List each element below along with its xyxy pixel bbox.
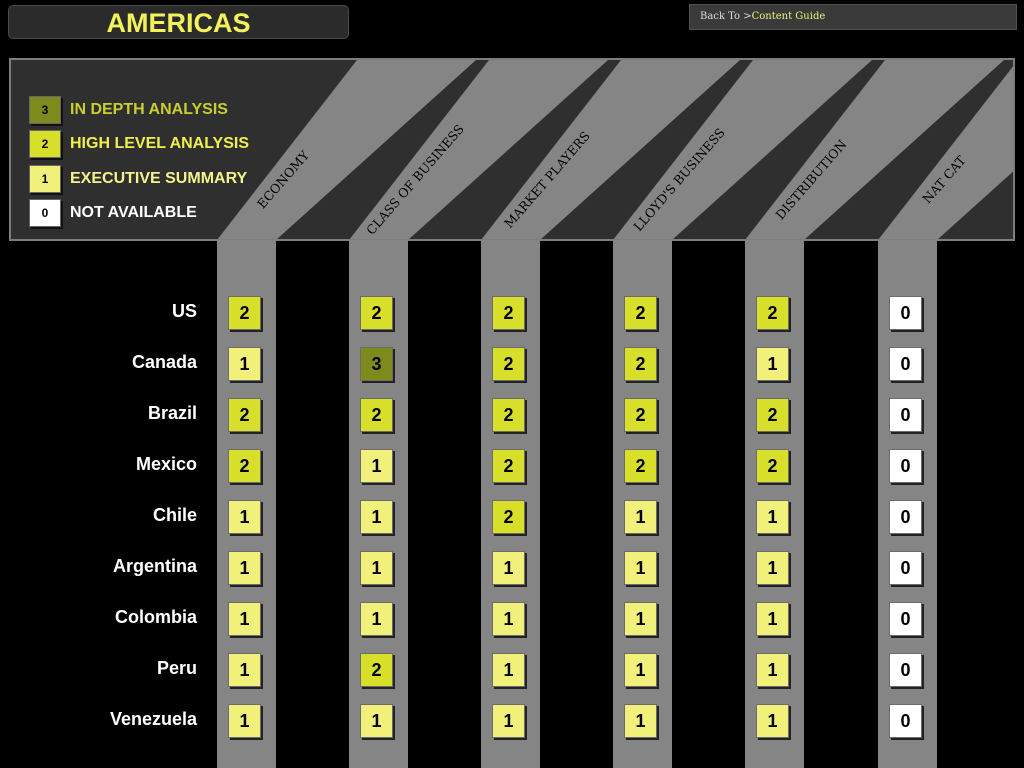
rating-cell[interactable]: 2 bbox=[228, 449, 261, 483]
rating-cell[interactable]: 0 bbox=[889, 398, 922, 432]
rating-cell[interactable]: 2 bbox=[360, 653, 393, 687]
rating-cell[interactable]: 1 bbox=[492, 653, 525, 687]
legend-level-box: 3 bbox=[29, 96, 61, 124]
legend-level-box: 2 bbox=[29, 130, 61, 158]
rating-cell[interactable]: 2 bbox=[360, 296, 393, 330]
legend-label: NOT AVAILABLE bbox=[70, 204, 197, 221]
rating-cell[interactable]: 1 bbox=[492, 704, 525, 738]
rating-cell[interactable]: 1 bbox=[756, 602, 789, 636]
column-diagonal-band bbox=[878, 66, 1013, 239]
country-label: Mexico bbox=[135, 454, 197, 474]
rating-cell[interactable]: 0 bbox=[889, 449, 922, 483]
rating-cell[interactable]: 1 bbox=[756, 653, 789, 687]
legend-level-box: 1 bbox=[29, 165, 61, 193]
legend-label: HIGH LEVEL ANALYSIS bbox=[70, 135, 249, 152]
rating-cell[interactable]: 0 bbox=[889, 551, 922, 585]
rating-cell[interactable]: 1 bbox=[624, 602, 657, 636]
column-diagonal-band bbox=[745, 60, 1004, 239]
country-label: Peru bbox=[156, 658, 197, 678]
back-to-content-guide-link[interactable]: Back To >Content Guide bbox=[689, 4, 1017, 30]
rating-cell[interactable]: 2 bbox=[228, 296, 261, 330]
rating-cell[interactable]: 1 bbox=[756, 347, 789, 381]
page-title: AMERICAS bbox=[106, 8, 251, 38]
rating-cell[interactable]: 2 bbox=[756, 296, 789, 330]
legend-panel: 3 IN DEPTH ANALYSIS 2 HIGH LEVEL ANALYSIS 1 E… bbox=[9, 58, 1015, 241]
rating-cell[interactable]: 1 bbox=[624, 500, 657, 534]
rating-cell[interactable]: 3 bbox=[360, 347, 393, 381]
rating-cell[interactable]: 2 bbox=[756, 449, 789, 483]
country-label: Chile bbox=[152, 505, 197, 525]
page-title-box: AMERICAS bbox=[8, 5, 349, 39]
rating-cell[interactable]: 2 bbox=[624, 296, 657, 330]
content-guide-link-text: Content Guide bbox=[751, 11, 826, 22]
rating-cell[interactable]: 1 bbox=[228, 551, 261, 585]
rating-cell[interactable]: 1 bbox=[228, 500, 261, 534]
legend-label: EXECUTIVE SUMMARY bbox=[70, 170, 248, 187]
rating-cell[interactable]: 2 bbox=[492, 398, 525, 432]
rating-cell[interactable]: 1 bbox=[624, 704, 657, 738]
country-label: Colombia bbox=[114, 607, 197, 627]
country-label: Venezuela bbox=[109, 709, 197, 729]
rating-cell[interactable]: 1 bbox=[624, 551, 657, 585]
rating-cell[interactable]: 0 bbox=[889, 296, 922, 330]
rating-cell[interactable]: 1 bbox=[228, 602, 261, 636]
rating-cell[interactable]: 1 bbox=[228, 653, 261, 687]
rating-cell[interactable]: 1 bbox=[756, 551, 789, 585]
column-diagonal-band bbox=[613, 60, 872, 239]
rating-cell[interactable]: 1 bbox=[756, 500, 789, 534]
country-label: US bbox=[171, 301, 197, 321]
rating-cell[interactable]: 2 bbox=[756, 398, 789, 432]
legend-label: IN DEPTH ANALYSIS bbox=[70, 101, 228, 118]
rating-cell[interactable]: 0 bbox=[889, 653, 922, 687]
rating-cell[interactable]: 0 bbox=[889, 347, 922, 381]
legend-level-box: 0 bbox=[29, 199, 61, 227]
rating-cell[interactable]: 1 bbox=[492, 602, 525, 636]
rating-cell[interactable]: 2 bbox=[492, 347, 525, 381]
rating-cell[interactable]: 2 bbox=[624, 398, 657, 432]
column-diagonal-band bbox=[349, 60, 608, 239]
rating-cell[interactable]: 1 bbox=[360, 551, 393, 585]
diagonal-stripes bbox=[217, 60, 1013, 239]
rating-cell[interactable]: 1 bbox=[360, 500, 393, 534]
rating-cell[interactable]: 1 bbox=[360, 704, 393, 738]
rating-cell[interactable]: 0 bbox=[889, 602, 922, 636]
rating-cell[interactable]: 2 bbox=[492, 449, 525, 483]
rating-cell[interactable]: 2 bbox=[492, 500, 525, 534]
rating-cell[interactable]: 2 bbox=[624, 347, 657, 381]
rating-cell[interactable]: 0 bbox=[889, 704, 922, 738]
column-diagonal-band bbox=[217, 60, 476, 239]
rating-cell[interactable]: 1 bbox=[228, 704, 261, 738]
column-diagonal-band bbox=[481, 60, 740, 239]
rating-cell[interactable]: 1 bbox=[360, 602, 393, 636]
country-label: Brazil bbox=[147, 403, 197, 423]
rating-cell[interactable]: 2 bbox=[228, 398, 261, 432]
back-prefix: Back To > bbox=[700, 11, 752, 22]
country-label: Canada bbox=[131, 352, 197, 372]
rating-cell[interactable]: 1 bbox=[624, 653, 657, 687]
rating-cell[interactable]: 2 bbox=[360, 398, 393, 432]
rating-cell[interactable]: 1 bbox=[492, 551, 525, 585]
rating-cell[interactable]: 1 bbox=[360, 449, 393, 483]
rating-cell[interactable]: 1 bbox=[228, 347, 261, 381]
rating-cell[interactable]: 2 bbox=[624, 449, 657, 483]
country-label: Argentina bbox=[112, 556, 197, 576]
rating-cell[interactable]: 2 bbox=[492, 296, 525, 330]
rating-cell[interactable]: 0 bbox=[889, 500, 922, 534]
rating-cell[interactable]: 1 bbox=[756, 704, 789, 738]
